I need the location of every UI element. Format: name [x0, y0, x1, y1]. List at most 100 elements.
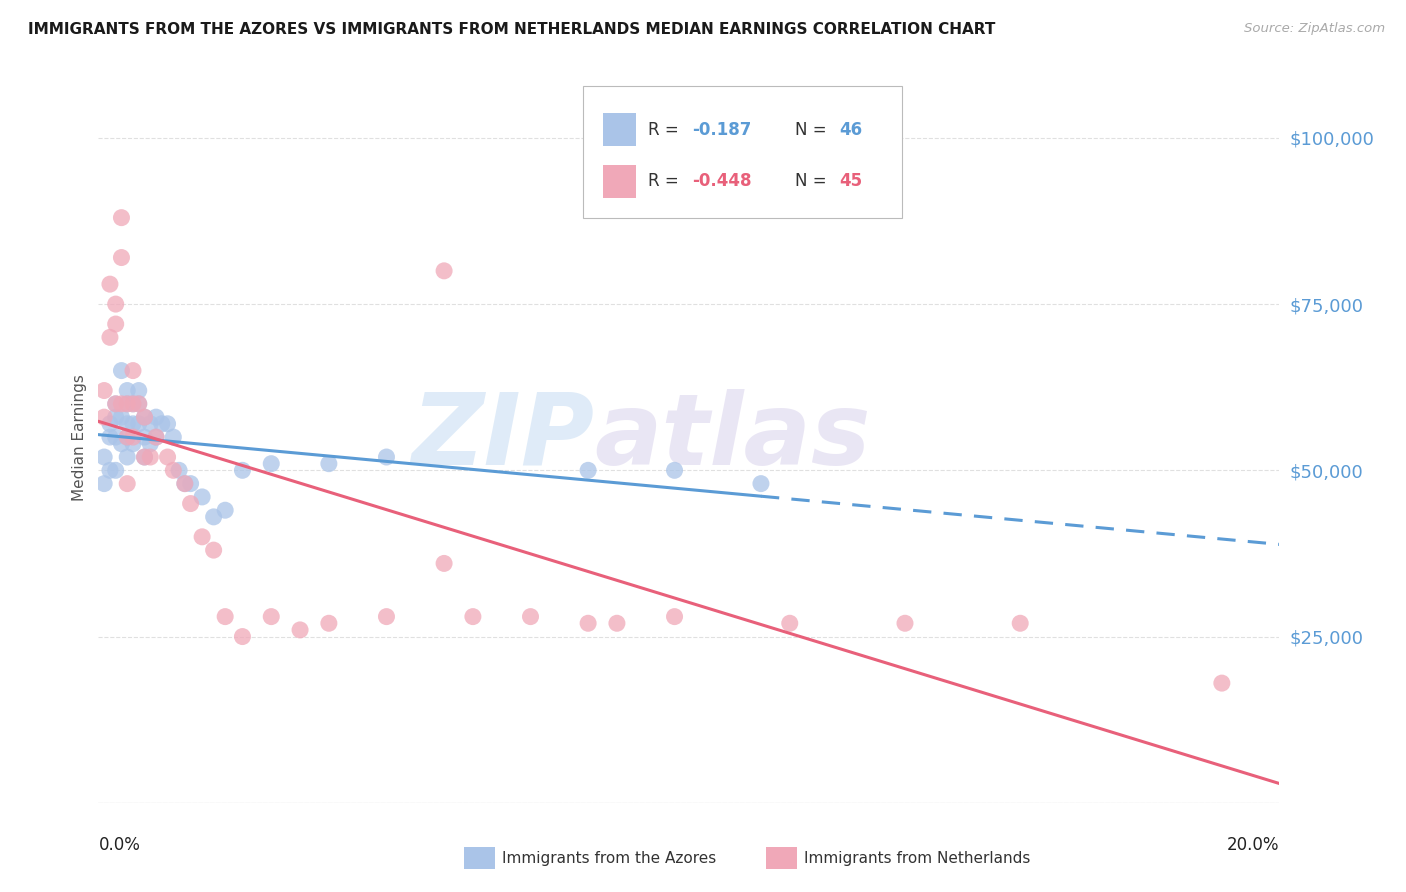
- Point: [98, 330, 121, 344]
- Text: Immigrants from Netherlands: Immigrants from Netherlands: [804, 851, 1031, 865]
- Point: [202, 509, 225, 524]
- Text: atlas: atlas: [595, 389, 870, 485]
- Point: [104, 430, 127, 444]
- Point: [104, 397, 127, 411]
- Point: [173, 476, 195, 491]
- Point: [173, 476, 195, 491]
- Point: [1010, 616, 1032, 631]
- Text: 20.0%: 20.0%: [1227, 836, 1279, 854]
- Text: Immigrants from the Azores: Immigrants from the Azores: [502, 851, 716, 865]
- Point: [122, 430, 145, 444]
- Point: [115, 430, 138, 444]
- Point: [93, 384, 115, 398]
- Text: Source: ZipAtlas.com: Source: ZipAtlas.com: [1244, 22, 1385, 36]
- Point: [664, 463, 686, 477]
- Point: [110, 397, 132, 411]
- Point: [93, 476, 115, 491]
- Point: [894, 616, 917, 631]
- Point: [104, 463, 127, 477]
- Point: [98, 417, 121, 431]
- Point: [128, 417, 150, 431]
- Point: [191, 490, 214, 504]
- Point: [110, 363, 132, 377]
- Point: [122, 436, 145, 450]
- Point: [139, 450, 162, 464]
- Point: [98, 430, 121, 444]
- Point: [1211, 676, 1233, 690]
- FancyBboxPatch shape: [603, 165, 636, 197]
- Point: [104, 317, 127, 331]
- Y-axis label: Median Earnings: Median Earnings: [72, 374, 87, 500]
- Text: -0.187: -0.187: [693, 121, 752, 139]
- Point: [202, 543, 225, 558]
- Point: [576, 616, 599, 631]
- Text: ZIP: ZIP: [412, 389, 595, 485]
- FancyBboxPatch shape: [582, 86, 901, 218]
- Point: [191, 530, 214, 544]
- Point: [104, 297, 127, 311]
- Point: [110, 251, 132, 265]
- Text: 45: 45: [839, 172, 862, 190]
- Point: [519, 609, 541, 624]
- Point: [156, 450, 179, 464]
- Point: [122, 397, 145, 411]
- Text: R =: R =: [648, 172, 683, 190]
- Point: [433, 557, 456, 571]
- Point: [134, 410, 156, 425]
- Point: [162, 463, 184, 477]
- Point: [128, 384, 150, 398]
- Point: [115, 397, 138, 411]
- Point: [98, 463, 121, 477]
- Point: [162, 430, 184, 444]
- Point: [461, 609, 484, 624]
- Point: [115, 417, 138, 431]
- Point: [115, 397, 138, 411]
- Point: [115, 430, 138, 444]
- Point: [318, 616, 340, 631]
- Point: [110, 211, 132, 225]
- Point: [145, 410, 167, 425]
- Point: [139, 436, 162, 450]
- Point: [134, 450, 156, 464]
- Point: [93, 410, 115, 425]
- Point: [128, 397, 150, 411]
- Point: [128, 397, 150, 411]
- Point: [749, 476, 772, 491]
- Point: [231, 463, 253, 477]
- Point: [156, 417, 179, 431]
- Point: [134, 430, 156, 444]
- Point: [115, 450, 138, 464]
- FancyBboxPatch shape: [603, 113, 636, 146]
- Point: [576, 463, 599, 477]
- Point: [110, 436, 132, 450]
- Text: N =: N =: [796, 121, 832, 139]
- Point: [288, 623, 311, 637]
- Point: [150, 417, 173, 431]
- Point: [318, 457, 340, 471]
- Point: [375, 609, 398, 624]
- Point: [139, 417, 162, 431]
- Point: [180, 476, 202, 491]
- Point: [214, 503, 236, 517]
- Point: [115, 476, 138, 491]
- Point: [134, 410, 156, 425]
- Point: [134, 450, 156, 464]
- Text: 0.0%: 0.0%: [98, 836, 141, 854]
- Point: [433, 264, 456, 278]
- Point: [260, 457, 283, 471]
- Point: [122, 363, 145, 377]
- Point: [214, 609, 236, 624]
- Text: IMMIGRANTS FROM THE AZORES VS IMMIGRANTS FROM NETHERLANDS MEDIAN EARNINGS CORREL: IMMIGRANTS FROM THE AZORES VS IMMIGRANTS…: [28, 22, 995, 37]
- Text: R =: R =: [648, 121, 683, 139]
- Point: [104, 397, 127, 411]
- Point: [167, 463, 190, 477]
- Point: [122, 397, 145, 411]
- Point: [260, 609, 283, 624]
- Text: 46: 46: [839, 121, 862, 139]
- Point: [779, 616, 801, 631]
- Point: [145, 430, 167, 444]
- Point: [98, 277, 121, 292]
- Point: [115, 384, 138, 398]
- Point: [104, 410, 127, 425]
- Point: [110, 410, 132, 425]
